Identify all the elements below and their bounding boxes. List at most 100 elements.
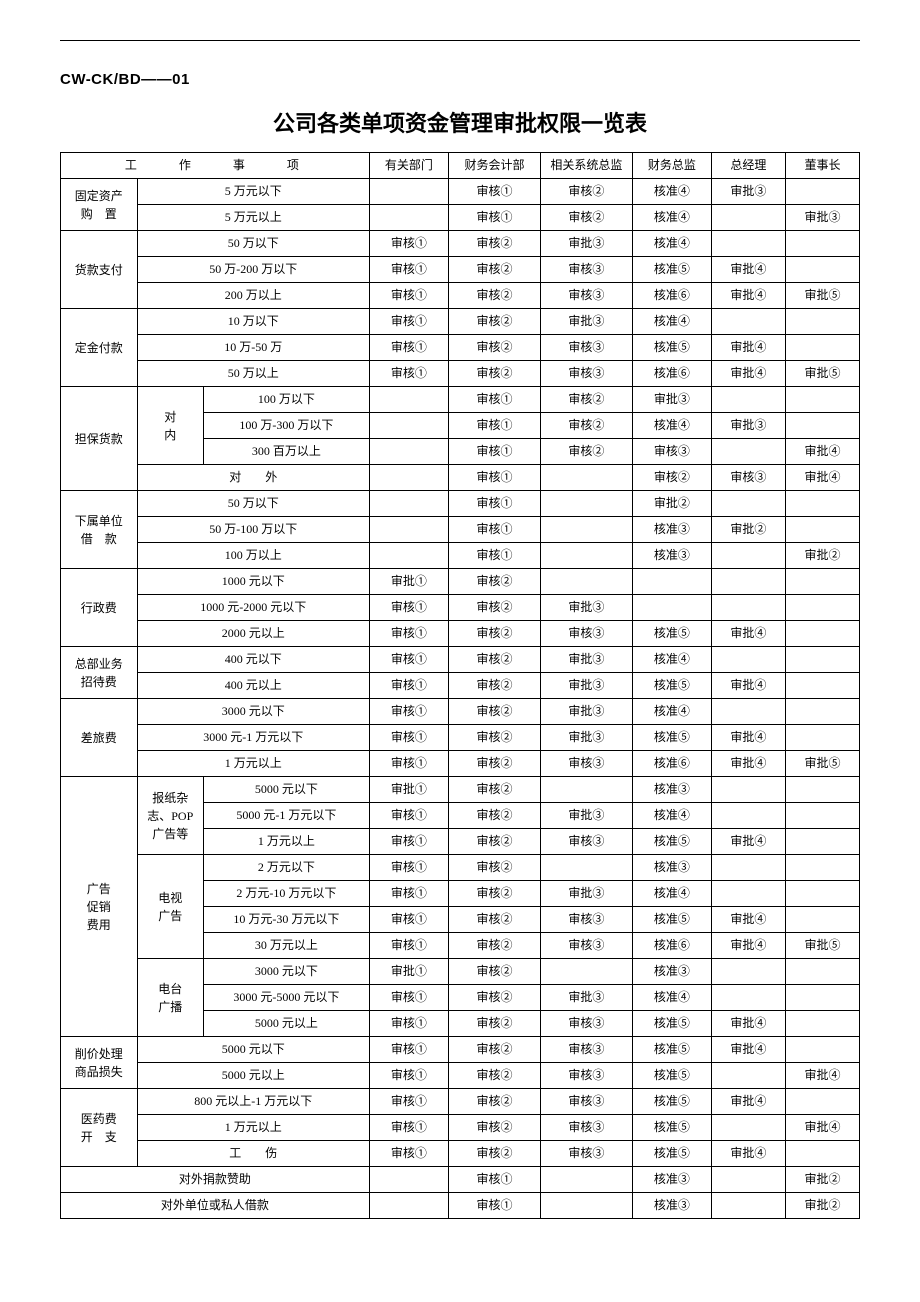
cell [711,205,785,231]
cell [632,595,711,621]
cell [785,595,859,621]
cell: 核准⑤ [632,257,711,283]
cell: 审核② [449,699,541,725]
cell [711,647,785,673]
cell: 审批① [369,569,448,595]
cell: 审核② [449,803,541,829]
cell: 审批④ [711,751,785,777]
cell: 审批③ [540,595,632,621]
cell [785,1037,859,1063]
header-item: 工 作 事 项 [61,153,370,179]
cell: 审核① [369,699,448,725]
cell [711,959,785,985]
condition: 5000 元以下 [203,777,369,803]
cell: 审核① [369,673,448,699]
cell: 核准④ [632,231,711,257]
condition: 100 万以上 [137,543,369,569]
cell [711,1193,785,1219]
cell: 审核① [369,985,448,1011]
cell: 审批⑤ [785,283,859,309]
cell: 审批⑤ [785,361,859,387]
cell: 审批④ [711,621,785,647]
cell [785,517,859,543]
cell [711,387,785,413]
condition: 1 万元以上 [137,1115,369,1141]
cell [540,959,632,985]
cell: 审批③ [540,673,632,699]
cell [711,439,785,465]
cell: 核准③ [632,1193,711,1219]
cell: 审批④ [711,1141,785,1167]
cell: 审核① [449,1167,541,1193]
cell: 核准⑤ [632,907,711,933]
cell: 审核② [449,725,541,751]
cell: 审批② [785,1193,859,1219]
cell: 审核② [449,647,541,673]
cell: 核准③ [632,517,711,543]
cell: 审核② [449,257,541,283]
cell: 核准③ [632,777,711,803]
cell: 审核① [369,855,448,881]
condition: 5000 元以上 [137,1063,369,1089]
cell: 核准⑤ [632,1141,711,1167]
cell: 审核② [449,1089,541,1115]
cell: 审批③ [540,881,632,907]
cell: 审核③ [540,1037,632,1063]
cell [711,855,785,881]
cell: 审批④ [711,1089,785,1115]
cell: 审批③ [711,413,785,439]
cell: 审核① [369,725,448,751]
header-item: 相关系统总监 [540,153,632,179]
cell: 审批⑤ [785,933,859,959]
cell: 审核① [449,491,541,517]
cell: 核准⑥ [632,751,711,777]
cell: 审批③ [540,231,632,257]
cell: 核准⑤ [632,1011,711,1037]
document-title: 公司各类单项资金管理审批权限一览表 [60,106,860,138]
cell [369,465,448,491]
cell: 审核① [449,543,541,569]
cell: 审批④ [711,725,785,751]
cell [540,491,632,517]
cell: 审核② [540,413,632,439]
cell: 审核② [449,933,541,959]
cell: 审核② [449,1037,541,1063]
cell: 审核① [369,1011,448,1037]
cell [785,673,859,699]
condition: 1 万元以上 [137,751,369,777]
cell [369,517,448,543]
cell [785,647,859,673]
cell: 审核② [449,569,541,595]
cell: 审批④ [785,1063,859,1089]
cell: 审核① [369,881,448,907]
cell: 审核① [369,803,448,829]
cell: 审批③ [540,647,632,673]
cell: 审核① [369,933,448,959]
header-item: 财务会计部 [449,153,541,179]
cell: 核准④ [632,985,711,1011]
cell: 审核② [449,751,541,777]
cell [369,179,448,205]
cell [369,543,448,569]
cell [540,855,632,881]
cell: 审批② [711,517,785,543]
header-item: 总经理 [711,153,785,179]
cell: 审批④ [711,361,785,387]
cell [785,387,859,413]
cell: 审核③ [540,1115,632,1141]
cell: 核准③ [632,543,711,569]
condition: 1 万元以上 [203,829,369,855]
cell: 审核① [369,1141,448,1167]
cell: 审核② [540,387,632,413]
cell [369,491,448,517]
cell [711,569,785,595]
condition: 50 万-100 万以下 [137,517,369,543]
condition: 2 万元以下 [203,855,369,881]
cell: 审批① [369,959,448,985]
cell: 审核① [369,1115,448,1141]
cell: 核准⑤ [632,673,711,699]
cell: 核准⑤ [632,1063,711,1089]
cell: 审批④ [711,829,785,855]
cell: 审核② [632,465,711,491]
cell: 审核② [449,231,541,257]
